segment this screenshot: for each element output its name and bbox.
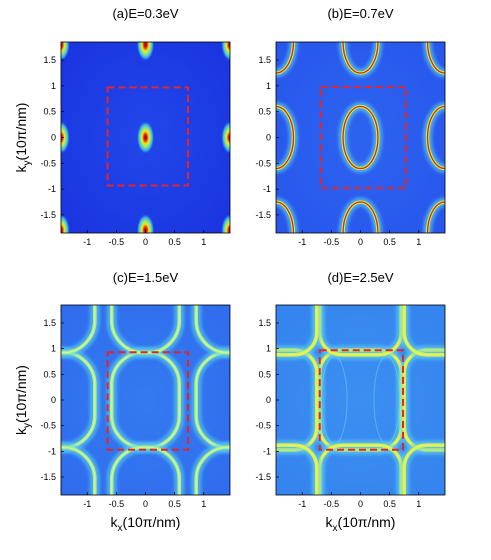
loop-core	[276, 349, 318, 451]
y-tick-label: 0	[51, 133, 56, 143]
y-tick-label: -0.5	[40, 158, 56, 168]
y-tick-label: -1	[48, 184, 56, 194]
x-label-unit: (10π/nm)	[123, 514, 181, 530]
y-label-main: k	[13, 427, 29, 435]
x-tick-label: 1	[201, 237, 206, 247]
y-tick-label: 1	[51, 81, 56, 91]
bright-spot	[136, 120, 155, 155]
x-tick-label: 1	[416, 499, 421, 509]
panel-d: (d)E=2.5eV -1 -0.5 0 0.5 1 1.5 1 0.5 0 -0.5 -1 -1.5 k…	[255, 270, 446, 534]
y-tick-label: 1.5	[258, 55, 271, 65]
x-tick-label: 1	[201, 499, 206, 509]
y-tick-label: 0	[51, 395, 56, 405]
y-tick-label: -1.5	[255, 472, 271, 482]
x-tick-label: -1	[298, 237, 306, 247]
y-tick-label: 0.5	[258, 369, 271, 379]
panel-title: (d)E=2.5eV	[327, 270, 393, 285]
y-label-main: k	[13, 164, 29, 172]
y-tick-label: -1	[263, 184, 271, 194]
y-tick-label: -0.5	[255, 421, 271, 431]
y-axis-label: ky(10π/nm)	[13, 103, 33, 173]
y-tick-label: 0.5	[43, 369, 56, 379]
bright-spot	[136, 213, 155, 233]
inner-arc	[320, 355, 348, 445]
x-label-main: k	[326, 514, 334, 530]
x-tick-label: -0.5	[324, 237, 340, 247]
y-label-unit: (10π/nm)	[13, 365, 29, 423]
x-tick-label: 0.5	[168, 237, 181, 247]
inner-arc	[373, 355, 401, 445]
panel-title: (a)E=0.3eV	[112, 6, 178, 21]
bright-spot	[61, 120, 70, 155]
y-tick-label: -0.5	[40, 421, 56, 431]
x-tick-label: -0.5	[324, 499, 340, 509]
dashed-box	[319, 85, 407, 190]
y-tick-label: 1.5	[43, 318, 56, 328]
x-tick-label: 0	[143, 237, 148, 247]
x-tick-label: 1	[416, 237, 421, 247]
panel-title: (c)E=1.5eV	[113, 270, 179, 285]
x-tick-label: 0	[358, 237, 363, 247]
y-tick-label: 1.5	[258, 318, 271, 328]
x-tick-label: -0.5	[109, 237, 125, 247]
y-tick-label: 0.5	[43, 107, 56, 117]
x-axis-label: kx(10π/nm)	[326, 514, 396, 534]
y-label-sub: y	[22, 423, 33, 428]
x-tick-label: 0.5	[168, 499, 181, 509]
bright-spot	[61, 42, 70, 62]
y-tick-label: -1	[263, 446, 271, 456]
x-tick-label: -1	[298, 499, 306, 509]
y-tick-label: 0	[266, 395, 271, 405]
x-label-main: k	[111, 514, 119, 530]
panel-b: (b)E=0.7eV -1 -0.5 0 0.5 1 1.5 1 0.5 0 -0.5 -1 -1.5	[255, 6, 446, 247]
y-tick-label: -1	[48, 446, 56, 456]
bright-spot	[221, 42, 230, 62]
loop-core	[111, 446, 180, 495]
bright-spot	[221, 120, 230, 155]
y-tick-label: -1.5	[255, 210, 271, 220]
loop-core	[61, 351, 96, 449]
y-axis-label: ky(10π/nm)	[13, 365, 33, 435]
y-tick-label: -1.5	[40, 472, 56, 482]
x-tick-label: 0.5	[383, 499, 396, 509]
plot-background	[61, 305, 230, 495]
dashed-box	[318, 349, 405, 451]
x-tick-label: 0	[358, 499, 363, 509]
panel-a: (a)E=0.3eV -1 -0.5 0 0.5 1 1.5 1 0.5 0 -0.5 -1 -1.5 k…	[13, 6, 231, 247]
panel-title: (b)E=0.7eV	[327, 6, 393, 21]
x-label-sub: x	[333, 523, 338, 534]
y-tick-label: -1.5	[40, 210, 56, 220]
y-tick-label: 1	[266, 81, 271, 91]
y-tick-label: 0.5	[258, 107, 271, 117]
x-tick-label: 0	[143, 499, 148, 509]
y-label-sub: y	[22, 160, 33, 165]
y-tick-label: 0	[266, 133, 271, 143]
loop-core	[403, 349, 445, 451]
x-tick-label: 0.5	[383, 237, 396, 247]
x-tick-label: -1	[83, 237, 91, 247]
plot-content	[61, 42, 230, 233]
x-tick-label: -1	[83, 499, 91, 509]
y-label-unit: (10π/nm)	[13, 103, 29, 161]
x-tick-label: -0.5	[109, 499, 125, 509]
x-axis-label: kx(10π/nm)	[111, 514, 181, 534]
bright-spot	[136, 42, 155, 62]
panel-c: (c)E=1.5eV -1 -0.5 0 0.5 1 1.5 1 0.5 0 -0.5 -1 -1.5 k…	[13, 270, 231, 534]
panels: (a)E=0.3eV -1 -0.5 0 0.5 1 1.5 1 0.5 0 -0.5 -1 -1.5 k…	[13, 6, 446, 534]
y-tick-label: 1.5	[43, 55, 56, 65]
bright-spot	[61, 213, 70, 233]
x-label-sub: x	[118, 523, 123, 534]
y-tick-label: 1	[51, 344, 56, 354]
y-tick-label: 1	[266, 344, 271, 354]
ring-core	[342, 105, 379, 170]
bright-spot	[221, 213, 230, 233]
y-tick-label: -0.5	[255, 158, 271, 168]
ring-core	[426, 105, 445, 170]
plot-background	[276, 305, 445, 495]
ring-core	[342, 42, 379, 74]
x-label-unit: (10π/nm)	[338, 514, 396, 530]
